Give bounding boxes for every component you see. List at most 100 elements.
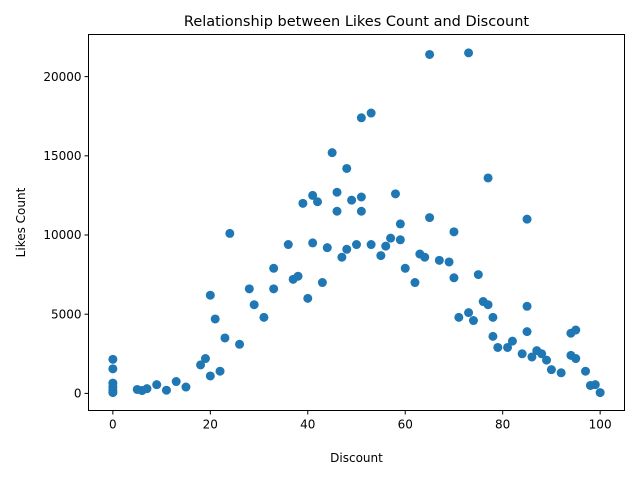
- data-point: [390, 189, 400, 199]
- data-point: [225, 228, 235, 238]
- data-point: [322, 243, 332, 253]
- data-point: [244, 284, 254, 294]
- x-tick-label: 60: [398, 418, 413, 432]
- data-point: [108, 354, 118, 364]
- data-point: [308, 190, 318, 200]
- data-point: [449, 227, 459, 237]
- data-point: [317, 278, 327, 288]
- data-point: [468, 316, 478, 326]
- data-point: [332, 187, 342, 197]
- data-point: [464, 308, 474, 318]
- data-point: [473, 270, 483, 280]
- data-point: [571, 325, 581, 335]
- x-tick-label: 40: [300, 418, 315, 432]
- data-point: [488, 331, 498, 341]
- data-point: [517, 349, 527, 359]
- y-tick-label: 0: [74, 387, 82, 401]
- data-point: [527, 352, 537, 362]
- data-point: [595, 388, 605, 398]
- data-point: [108, 364, 118, 374]
- data-point: [581, 366, 591, 376]
- data-point: [425, 49, 435, 59]
- chart-title: Relationship between Likes Count and Dis…: [184, 14, 530, 30]
- data-point: [152, 380, 162, 390]
- data-point: [220, 333, 230, 343]
- data-point: [556, 368, 566, 378]
- data-point: [200, 354, 210, 364]
- x-axis: 0 20 40 60 80 100: [109, 410, 612, 432]
- data-point: [332, 206, 342, 216]
- data-point: [542, 355, 552, 365]
- data-point: [425, 213, 435, 223]
- data-point: [400, 263, 410, 273]
- data-point: [386, 233, 396, 243]
- data-point: [327, 148, 337, 158]
- data-point: [196, 360, 206, 370]
- data-point: [283, 240, 293, 250]
- data-point: [464, 48, 474, 58]
- y-tick-label: 20000: [43, 70, 81, 84]
- data-point: [356, 113, 366, 123]
- data-point: [503, 342, 513, 352]
- data-point: [313, 197, 323, 207]
- data-point: [522, 214, 532, 224]
- y-tick-label: 15000: [43, 149, 81, 163]
- data-point: [347, 195, 357, 205]
- data-point: [259, 312, 269, 322]
- data-point: [356, 192, 366, 202]
- y-axis-label: Likes Count: [14, 187, 28, 257]
- x-tick-label: 0: [109, 418, 117, 432]
- data-point: [181, 382, 191, 392]
- x-tick-label: 20: [203, 418, 218, 432]
- data-point: [410, 278, 420, 288]
- plot-points: [108, 48, 605, 398]
- data-point: [303, 293, 313, 303]
- data-point: [308, 238, 318, 248]
- data-point: [395, 219, 405, 229]
- data-point: [215, 366, 225, 376]
- data-point: [293, 271, 303, 281]
- data-point: [205, 290, 215, 300]
- data-point: [537, 349, 547, 359]
- y-axis: 0 5000 10000 15000 20000: [43, 70, 89, 401]
- data-point: [395, 235, 405, 245]
- y-tick-label: 10000: [43, 228, 81, 242]
- data-point: [522, 301, 532, 311]
- data-point: [298, 198, 308, 208]
- data-point: [366, 108, 376, 118]
- data-point: [488, 312, 498, 322]
- data-point: [210, 314, 220, 324]
- data-point: [171, 377, 181, 387]
- data-point: [161, 385, 171, 395]
- data-point: [483, 173, 493, 183]
- data-point: [337, 252, 347, 262]
- data-point: [108, 388, 118, 398]
- x-tick-label: 100: [589, 418, 612, 432]
- data-point: [444, 257, 454, 267]
- data-point: [522, 327, 532, 337]
- data-point: [269, 284, 279, 294]
- data-point: [483, 300, 493, 310]
- data-point: [507, 336, 517, 346]
- plot-frame: [88, 34, 625, 411]
- data-point: [449, 273, 459, 283]
- data-point: [590, 380, 600, 390]
- data-point: [356, 206, 366, 216]
- data-point: [493, 342, 503, 352]
- data-point: [205, 371, 215, 381]
- data-point: [249, 300, 259, 310]
- data-point: [571, 354, 581, 364]
- data-point: [376, 251, 386, 261]
- data-point: [142, 384, 152, 394]
- data-point: [352, 240, 361, 250]
- data-point: [434, 255, 444, 265]
- y-tick-label: 5000: [51, 307, 82, 321]
- data-point: [269, 263, 279, 273]
- data-point: [420, 252, 430, 262]
- x-axis-label: Discount: [330, 451, 383, 465]
- data-point: [342, 244, 352, 254]
- data-point: [454, 312, 464, 322]
- data-point: [546, 365, 556, 375]
- data-point: [366, 240, 376, 250]
